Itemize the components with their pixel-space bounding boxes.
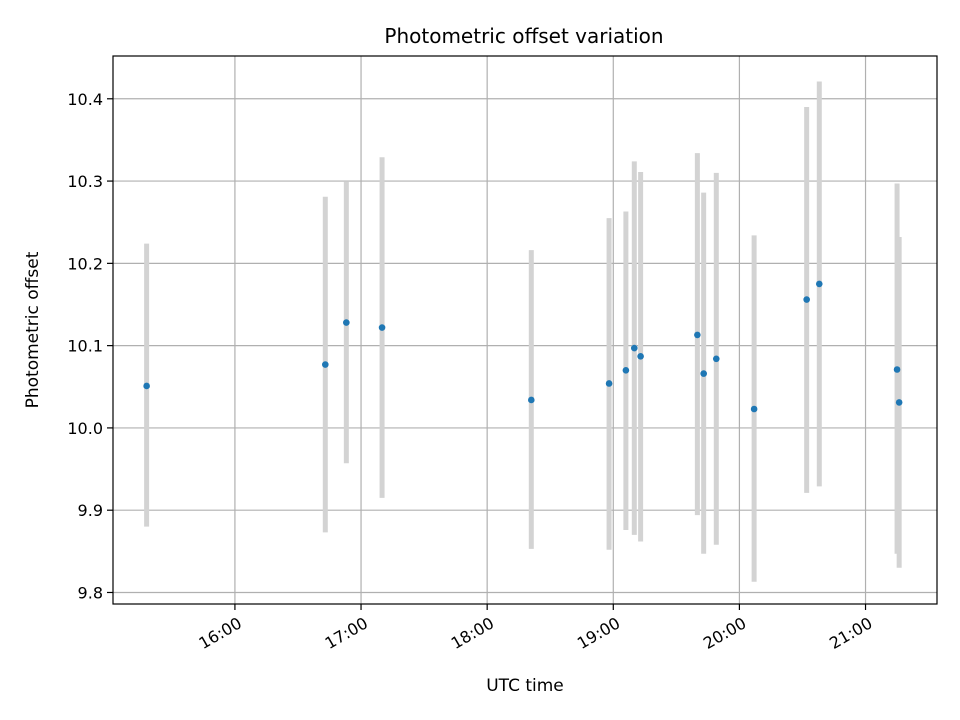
plot-frame bbox=[112, 55, 938, 605]
data-point bbox=[143, 382, 150, 390]
data-point bbox=[528, 396, 535, 404]
y-axis-label: Photometric offset bbox=[23, 251, 43, 408]
data-point bbox=[378, 324, 386, 331]
data-point bbox=[893, 366, 901, 373]
data-point bbox=[750, 405, 758, 413]
data-point bbox=[631, 344, 638, 352]
y-tick-label: 10.0 bbox=[67, 419, 103, 438]
data-point bbox=[803, 296, 810, 303]
y-tick-label: 10.1 bbox=[67, 337, 103, 356]
data-point bbox=[343, 319, 350, 326]
data-point bbox=[322, 361, 329, 368]
y-tick-label: 10.2 bbox=[67, 254, 103, 273]
x-axis-label: UTC time bbox=[486, 676, 564, 696]
data-point bbox=[815, 280, 823, 288]
data-point bbox=[605, 380, 613, 387]
y-tick-label: 10.4 bbox=[67, 90, 103, 109]
y-tick-label: 9.8 bbox=[78, 583, 103, 602]
data-point bbox=[895, 399, 903, 406]
chart-title: Photometric offset variation bbox=[384, 24, 663, 48]
data-points bbox=[143, 280, 903, 413]
y-tick-label: 9.9 bbox=[78, 501, 103, 520]
data-point bbox=[712, 355, 720, 363]
y-tick-label: 10.3 bbox=[67, 172, 103, 191]
data-point bbox=[700, 370, 707, 377]
y-axis-ticks: 9.8 9.9 10.0 10.1 10.2 10.3 10.4 bbox=[67, 90, 113, 602]
data-point bbox=[694, 331, 701, 339]
data-point bbox=[637, 353, 644, 360]
data-point bbox=[622, 367, 630, 374]
grid bbox=[113, 56, 937, 604]
